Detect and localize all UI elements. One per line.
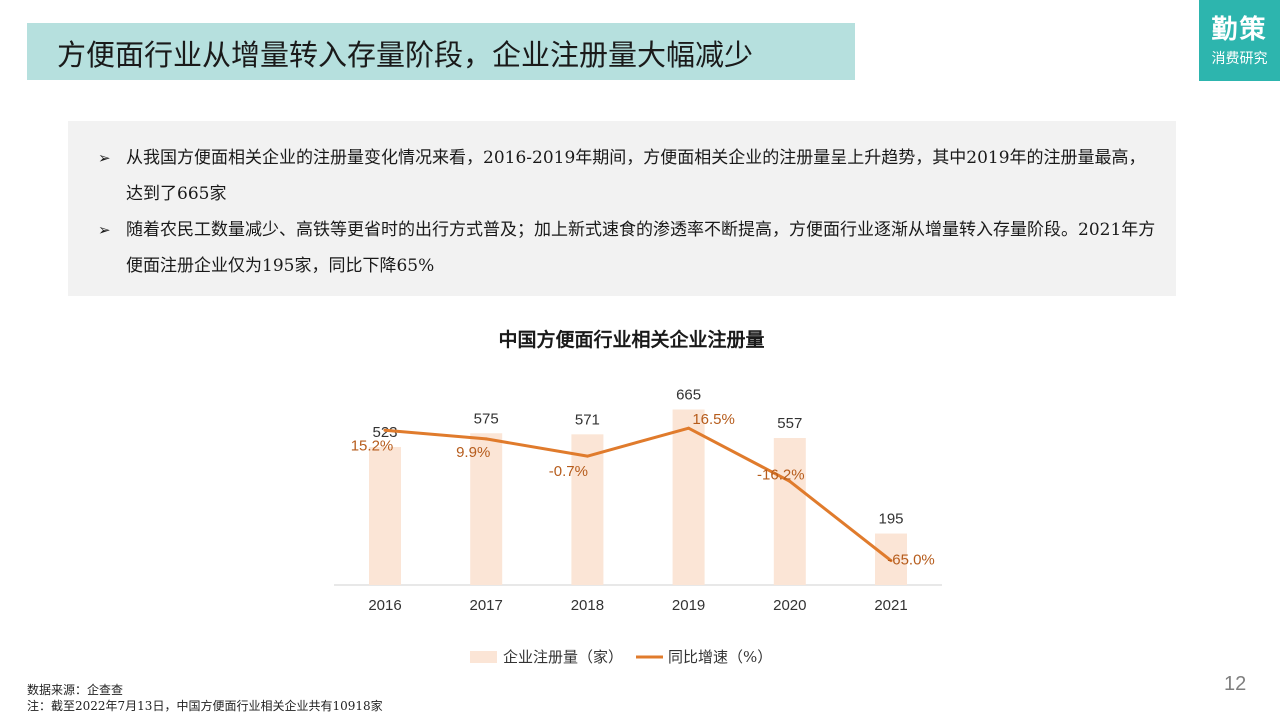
bar-value-label: 523 [372, 424, 397, 441]
x-tick-label: 2017 [470, 597, 503, 614]
rate-value-label: -0.7% [549, 463, 588, 480]
x-tick-label: 2018 [571, 597, 604, 614]
page-title: 方便面行业从增量转入存量阶段，企业注册量大幅减少 [57, 38, 754, 72]
legend-bar-label: 企业注册量（家） [503, 648, 623, 666]
bar [672, 409, 705, 585]
rate-point [484, 437, 488, 441]
rate-value-label: -65.0% [887, 552, 935, 569]
x-tick-label: 2016 [368, 597, 401, 614]
source-note: 数据来源：企查查 [27, 683, 124, 697]
bar-value-label: 557 [777, 415, 802, 432]
title-bar: 方便面行业从增量转入存量阶段，企业注册量大幅减少 [27, 23, 855, 80]
rate-value-label: 15.2% [351, 437, 394, 454]
rate-point [383, 428, 387, 432]
rate-point [788, 479, 792, 483]
rate-line [384, 426, 892, 562]
bullet-item: ➢ 从我国方便面相关企业的注册量变化情况来看，2016-2019年期间，方便面相… [98, 140, 1158, 212]
x-tick-label: 2019 [672, 597, 705, 614]
bar-value-label: 665 [676, 387, 701, 404]
rate-value-label: 9.9% [456, 444, 490, 461]
footnote: 注：截至2022年7月13日，中国方便面行业相关企业共有10918家 [27, 699, 383, 713]
rate-point [687, 426, 691, 430]
legend-bar-swatch [470, 651, 497, 663]
chart-title: 中国方便面行业相关企业注册量 [498, 330, 765, 351]
bullet-text: 随着农民工数量减少、高铁等更省时的出行方式普及；加上新式速食的渗透率不断提高，方… [126, 220, 1156, 276]
bar-value-label: 195 [878, 511, 903, 528]
brand-logo: 勤策 消费研究 [1199, 0, 1280, 81]
bullet-item: ➢ 随着农民工数量减少、高铁等更省时的出行方式普及；加上新式速食的渗透率不断提高… [98, 212, 1158, 284]
arrow-bullet-icon: ➢ [98, 221, 111, 239]
rate-value-label: 16.5% [692, 411, 735, 428]
x-tick-label: 2020 [773, 597, 806, 614]
logo-main-text: 勤策 [1211, 14, 1268, 44]
bar [369, 446, 401, 585]
bar-value-label: 575 [474, 410, 499, 427]
arrow-bullet-icon: ➢ [98, 149, 111, 167]
x-tick-label: 2021 [874, 597, 907, 614]
rate-point [889, 559, 893, 563]
bullet-text: 从我国方便面相关企业的注册量变化情况来看，2016-2019年期间，方便面相关企… [126, 148, 1146, 204]
rate-value-label: -16.2% [757, 466, 805, 483]
page-number: 12 [1224, 673, 1247, 695]
bar [773, 438, 806, 585]
legend-line-label: 同比增速（%） [668, 648, 772, 666]
logo-sub-text: 消费研究 [1211, 50, 1268, 66]
rate-point [585, 454, 589, 458]
summary-box: ➢ 从我国方便面相关企业的注册量变化情况来看，2016-2019年期间，方便面相… [68, 121, 1176, 296]
bar [571, 434, 604, 585]
bar [470, 433, 503, 585]
bar-value-label: 571 [575, 411, 600, 428]
